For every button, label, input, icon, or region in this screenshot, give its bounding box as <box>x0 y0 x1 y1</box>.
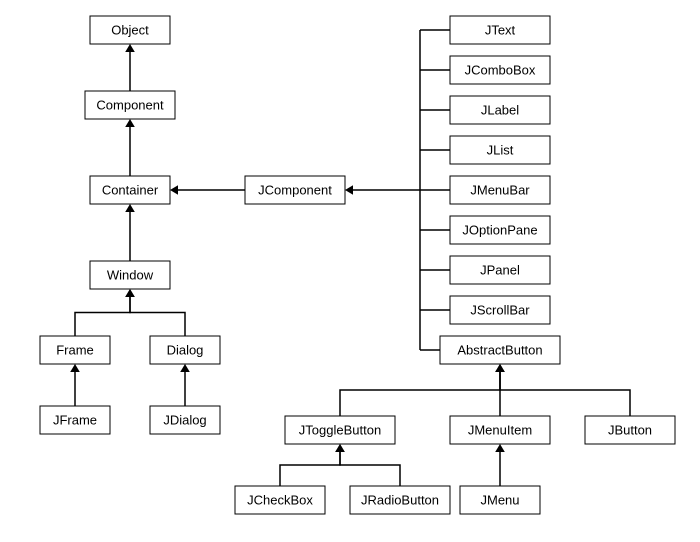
node-label: JList <box>487 142 514 157</box>
node-label: Frame <box>56 342 94 357</box>
node-abstractbutton: AbstractButton <box>440 336 560 364</box>
class-hierarchy-diagram: Object Component Container Window Frame Dialo… <box>0 0 700 542</box>
node-label: Component <box>96 97 164 112</box>
node-jradiobutton: JRadioButton <box>350 486 450 514</box>
node-label: JMenu <box>480 492 519 507</box>
node-jpanel: JPanel <box>450 256 550 284</box>
node-jtogglebutton: JToggleButton <box>285 416 395 444</box>
node-jcombobox: JComboBox <box>450 56 550 84</box>
node-label: JMenuBar <box>470 182 530 197</box>
node-jframe: JFrame <box>40 406 110 434</box>
node-window: Window <box>90 261 170 289</box>
node-label: JButton <box>608 422 652 437</box>
node-jcomponent: JComponent <box>245 176 345 204</box>
node-label: Dialog <box>167 342 204 357</box>
node-label: JDialog <box>163 412 206 427</box>
node-label: JMenuItem <box>468 422 532 437</box>
node-label: JCheckBox <box>247 492 313 507</box>
node-label: JScrollBar <box>470 302 530 317</box>
node-label: JComboBox <box>465 62 536 77</box>
node-label: JPanel <box>480 262 520 277</box>
node-label: Object <box>111 22 149 37</box>
node-jmenubar: JMenuBar <box>450 176 550 204</box>
node-jlist: JList <box>450 136 550 164</box>
node-jlabel: JLabel <box>450 96 550 124</box>
node-label: JRadioButton <box>361 492 439 507</box>
nodes-group: Object Component Container Window Frame Dialo… <box>40 16 675 514</box>
node-label: JToggleButton <box>299 422 381 437</box>
node-label: JComponent <box>258 182 332 197</box>
node-component: Component <box>85 91 175 119</box>
node-jtext: JText <box>450 16 550 44</box>
node-joptionpane: JOptionPane <box>450 216 550 244</box>
node-label: JLabel <box>481 102 519 117</box>
node-label: Window <box>107 267 154 282</box>
node-jmenuitem: JMenuItem <box>450 416 550 444</box>
node-label: Container <box>102 182 159 197</box>
node-jcheckbox: JCheckBox <box>235 486 325 514</box>
node-jdialog: JDialog <box>150 406 220 434</box>
node-jbutton: JButton <box>585 416 675 444</box>
node-jmenu: JMenu <box>460 486 540 514</box>
node-frame: Frame <box>40 336 110 364</box>
node-label: JText <box>485 22 516 37</box>
node-label: JFrame <box>53 412 97 427</box>
node-label: AbstractButton <box>457 342 542 357</box>
node-object: Object <box>90 16 170 44</box>
node-label: JOptionPane <box>462 222 537 237</box>
node-container: Container <box>90 176 170 204</box>
node-dialog: Dialog <box>150 336 220 364</box>
node-jscrollbar: JScrollBar <box>450 296 550 324</box>
